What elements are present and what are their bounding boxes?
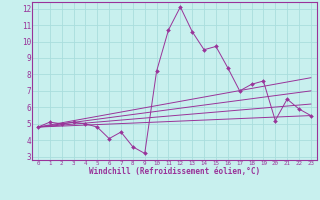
X-axis label: Windchill (Refroidissement éolien,°C): Windchill (Refroidissement éolien,°C) — [89, 167, 260, 176]
